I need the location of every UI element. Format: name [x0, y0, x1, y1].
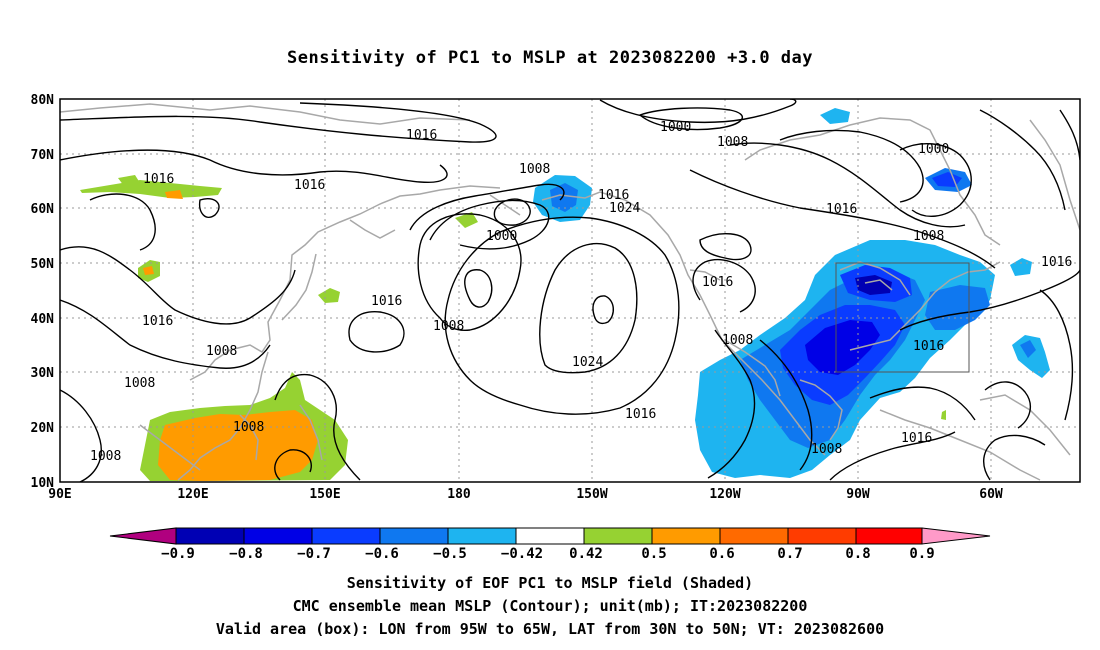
- caption-line-2: CMC ensemble mean MSLP (Contour); unit(m…: [292, 597, 808, 615]
- longitude-labels: 90E 120E 150E 180 150W 120W 90W 60W: [48, 487, 1003, 502]
- contour-label: 1016: [294, 178, 325, 193]
- contour-label: 1016: [702, 275, 733, 290]
- contour-label: 1000: [660, 120, 691, 135]
- colorbar-tick-label: −0.8: [229, 546, 263, 562]
- colorbar-cell: [651, 527, 721, 545]
- contour-label: 1016: [371, 294, 402, 309]
- contour-label: 1008: [519, 162, 550, 177]
- colorbar-cell: [447, 527, 517, 545]
- colorbar-cell: [175, 527, 245, 545]
- lon-label: 90W: [846, 487, 870, 502]
- contour-label: 1016: [598, 188, 629, 203]
- colorbar-tick-label: 0.5: [641, 546, 666, 562]
- contour-label: 1008: [124, 376, 155, 391]
- lat-label: 80N: [31, 93, 55, 108]
- contour-label: 1008: [913, 229, 944, 244]
- colorbar-tick-label: 0.9: [909, 546, 934, 562]
- lon-label: 60W: [979, 487, 1003, 502]
- negative-sensitivity-shading: [533, 108, 1050, 478]
- positive-sensitivity-shading: [80, 175, 946, 481]
- lon-label: 120W: [709, 487, 740, 502]
- contour-label: 1008: [206, 344, 237, 359]
- contour-label: 1016: [826, 202, 857, 217]
- contour-label: 1008: [233, 420, 264, 435]
- colorbar-cell: [379, 527, 449, 545]
- colorbar-cell: [719, 527, 789, 545]
- lat-label: 60N: [31, 202, 55, 217]
- mslp-contours: [60, 99, 1080, 482]
- coastlines: [60, 103, 1080, 481]
- lat-label: 50N: [31, 257, 55, 272]
- latitude-labels: 80N 70N 60N 50N 40N 30N 20N 10N: [31, 93, 55, 491]
- contour-label: 1016: [1041, 255, 1072, 270]
- contour-label: 1016: [143, 172, 174, 187]
- contour-label: 1024: [572, 355, 603, 370]
- map-border: [59, 98, 1081, 483]
- contour-label: 1016: [625, 407, 656, 422]
- caption-line-3: Valid area (box): LON from 95W to 65W, L…: [215, 620, 885, 638]
- colorbar-cell: [515, 527, 585, 545]
- contour-label: 1008: [811, 442, 842, 457]
- contour-label: 1016: [913, 339, 944, 354]
- colorbar-cell: [243, 527, 313, 545]
- colorbar-tick-label: −0.9: [161, 546, 195, 562]
- lat-label: 20N: [31, 421, 55, 436]
- colorbar-tick-label: −0.7: [297, 546, 331, 562]
- contour-labels: 1016 1000 1008 1000 1016 1016 1008 1016 …: [90, 120, 1072, 464]
- lon-label: 120E: [177, 487, 208, 502]
- colorbar-tick-label: 0.6: [709, 546, 734, 562]
- contour-label: 1008: [433, 319, 464, 334]
- colorbar-tick-label: −0.42: [501, 546, 543, 562]
- lon-label: 90E: [48, 487, 71, 502]
- caption-line-1: Sensitivity of EOF PC1 to MSLP field (Sh…: [346, 574, 754, 592]
- lat-label: 10N: [31, 476, 55, 491]
- colorbar-cell: [855, 527, 923, 545]
- contour-label: 1024: [609, 201, 640, 216]
- colorbar-tick-label: −0.6: [365, 546, 399, 562]
- lon-label: 180: [447, 487, 471, 502]
- map-title: Sensitivity of PC1 to MSLP at 2023082200…: [286, 48, 813, 68]
- colorbar-tick-label: −0.5: [433, 546, 467, 562]
- colorbar-tick-label: 0.42: [569, 546, 603, 562]
- contour-label: 1016: [406, 128, 437, 143]
- contour-label: 1000: [486, 229, 517, 244]
- lon-label: 150W: [576, 487, 607, 502]
- contour-label: 1008: [722, 333, 753, 348]
- colorbar-cell: [787, 527, 857, 545]
- colorbar-tick-label: 0.8: [845, 546, 870, 562]
- colorbar: −0.9 −0.8 −0.7 −0.6 −0.5 −0.42 0.42 0.5 …: [109, 527, 991, 562]
- colorbar-max-arrow: [921, 527, 991, 545]
- colorbar-tick-label: 0.7: [777, 546, 802, 562]
- valid-area-box: [835, 262, 970, 373]
- colorbar-cell: [583, 527, 653, 545]
- contour-label: 1008: [90, 449, 121, 464]
- contour-label: 1008: [717, 135, 748, 150]
- lat-label: 40N: [31, 312, 55, 327]
- contour-label: 1000: [918, 142, 949, 157]
- contour-label: 1016: [142, 314, 173, 329]
- colorbar-cell: [311, 527, 381, 545]
- lat-label: 30N: [31, 366, 55, 381]
- lat-label: 70N: [31, 148, 55, 163]
- colorbar-min-arrow: [109, 527, 177, 545]
- contour-label: 1016: [901, 431, 932, 446]
- lon-label: 150E: [309, 487, 340, 502]
